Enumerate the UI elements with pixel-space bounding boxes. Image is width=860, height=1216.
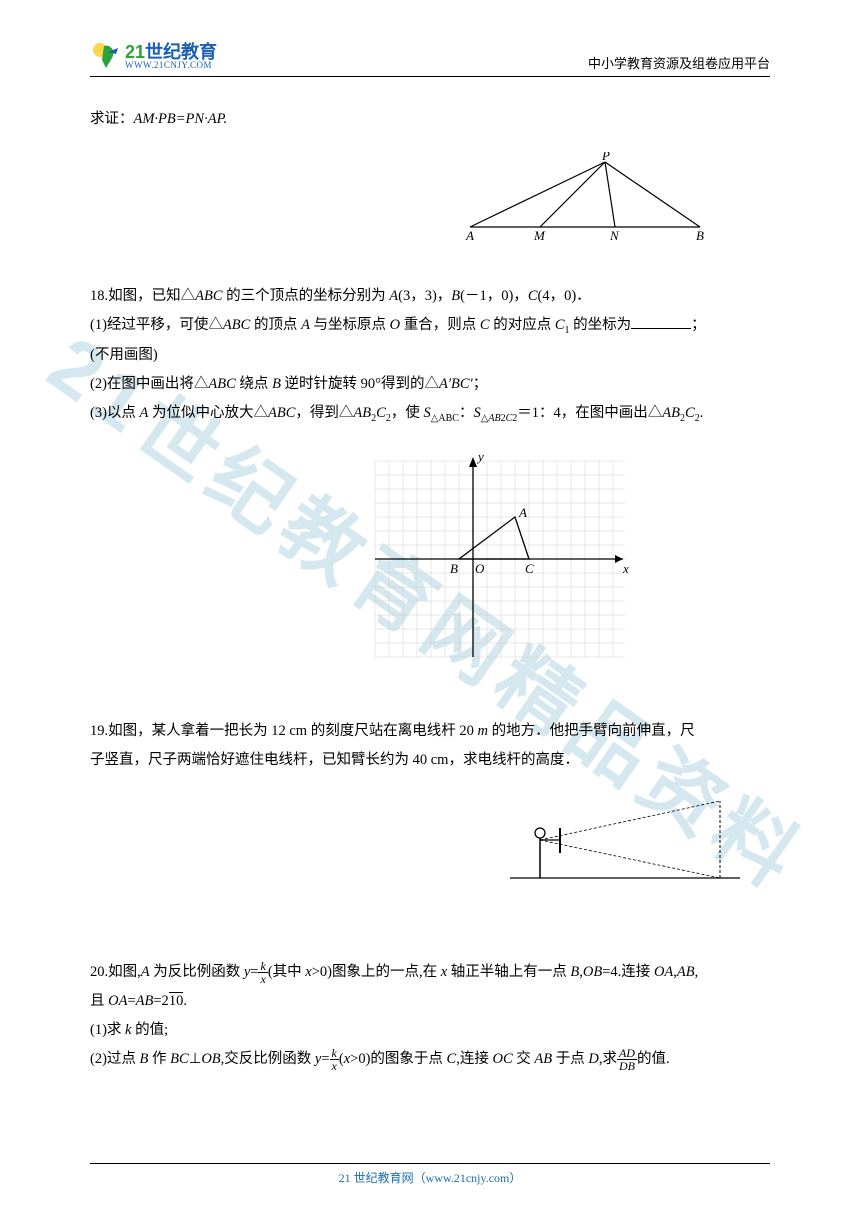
q18: 18.如图，已知△ABC 的三个顶点的坐标分别为 A(3，3)，B(－1，0)，…: [90, 282, 770, 429]
q18-figure-row: y x A B C O: [230, 447, 770, 667]
q19-l2: 子竖直，尺子两端恰好遮住电线杆，已知臂长约为 40 cm，求电线杆的高度．: [90, 746, 770, 775]
q20: 20.如图,A 为反比例函数 y=kx(其中 x>0)图象上的一点,在 x 轴正…: [90, 958, 770, 1074]
q18-p1-note: (不用画图): [90, 341, 770, 370]
q18-p2: (2)在图中画出将△ABC 绕点 B 逆时针旋转 90°得到的△A′BC′；: [90, 370, 770, 399]
svg-text:B: B: [696, 228, 704, 242]
footer-text: 21 世纪教育网（www.21cnjy.com）: [339, 1171, 522, 1185]
svg-text:B: B: [450, 561, 458, 576]
q17-figure-row: A M P N B: [90, 152, 710, 242]
svg-text:O: O: [475, 561, 485, 576]
logo: 21世纪教育 WWW.21CNJY.COM: [90, 40, 217, 72]
q20-p2: (2)过点 B 作 BC⊥OB,交反比例函数 y=kx(x>0)的图象于点 C,…: [90, 1045, 770, 1074]
page-header: 21世纪教育 WWW.21CNJY.COM 中小学教育资源及组卷应用平台: [90, 40, 770, 77]
q18-p3: (3)以点 A 为位似中心放大△ABC，得到△AB2C2，使 S△ABC：S△A…: [90, 399, 770, 429]
q20-l2: 且 OA=AB=210.: [90, 987, 770, 1016]
svg-text:C: C: [525, 561, 534, 576]
q18-grid-figure: y x A B C O: [365, 447, 635, 667]
q18-p1: (1)经过平移，可使△ABC 的顶点 A 与坐标原点 O 重合，则点 C 的对应…: [90, 311, 770, 341]
header-right-text: 中小学教育资源及组卷应用平台: [588, 53, 770, 72]
page-footer: 21 世纪教育网（www.21cnjy.com）: [90, 1163, 770, 1186]
logo-icon: [90, 40, 122, 72]
q18-blank[interactable]: [631, 315, 691, 330]
q19-figure-row: [90, 793, 740, 888]
q18-intro: 18.如图，已知△ABC 的三个顶点的坐标分别为 A(3，3)，B(－1，0)，…: [90, 282, 770, 311]
q19-figure: [510, 793, 740, 888]
svg-text:y: y: [476, 449, 484, 464]
logo-text-block: 21世纪教育 WWW.21CNJY.COM: [125, 43, 217, 70]
q20-p1: (1)求 k 的值;: [90, 1016, 770, 1045]
svg-text:M: M: [533, 228, 546, 242]
logo-title: 21世纪教育: [125, 43, 217, 61]
q20-l1: 20.如图,A 为反比例函数 y=kx(其中 x>0)图象上的一点,在 x 轴正…: [90, 958, 770, 987]
q19: 19.如图，某人拿着一把长为 12 cm 的刻度尺站在离电线杆 20 m 的地方…: [90, 717, 770, 775]
svg-text:A: A: [518, 505, 527, 520]
svg-text:P: P: [601, 152, 610, 163]
svg-text:x: x: [622, 561, 629, 576]
q19-l1: 19.如图，某人拿着一把长为 12 cm 的刻度尺站在离电线杆 20 m 的地方…: [90, 717, 770, 746]
q17-figure: A M P N B: [460, 152, 710, 242]
svg-text:N: N: [609, 228, 620, 242]
content-area: 求证：AM·PB=PN·AP. A M P N B 18.如图，已知△ABC 的…: [90, 105, 770, 1074]
q17-prove: 求证：AM·PB=PN·AP.: [90, 105, 770, 134]
page-container: 21世纪教育 WWW.21CNJY.COM 中小学教育资源及组卷应用平台 求证：…: [0, 0, 860, 1216]
svg-text:A: A: [465, 228, 474, 242]
logo-url: WWW.21CNJY.COM: [125, 61, 217, 70]
